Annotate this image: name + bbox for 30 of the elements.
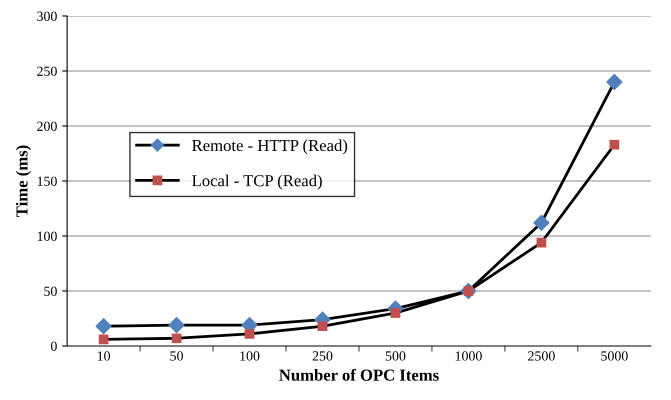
y-axis-title: Time (ms) [16,146,31,217]
point [390,308,400,318]
point [244,329,254,339]
y-tick-label: 150 [38,176,57,186]
y-tick-label: 100 [38,232,57,241]
x-tick-label: 2500 [528,351,555,361]
x-axis-title: Number of OPC Items [279,368,439,381]
legend-label: Local - TCP (Read) [192,174,322,190]
point [610,140,620,150]
y-tick-label: 200 [37,122,57,131]
point [533,214,550,231]
x-tick-label: 500 [386,351,406,361]
legend-label: Remote - HTTP (Read) [192,139,348,154]
x-tick-label: 1000 [456,351,482,361]
y-tick-label: 300 [37,12,57,21]
point [172,333,182,344]
y-tick-label: 250 [37,66,57,76]
point [96,318,112,334]
point [536,238,546,248]
x-tick-label: 50 [170,351,183,361]
point [168,317,185,334]
x-tick-label: 100 [240,351,260,361]
point [318,321,328,332]
point [98,334,108,344]
x-tick-label: 250 [312,351,332,361]
x-tick-label: 5000 [601,351,628,361]
y-tick-label: 0 [50,342,57,351]
y-tick-label: 50 [44,286,57,296]
x-tick-label: 10 [98,351,110,361]
point [606,74,622,90]
